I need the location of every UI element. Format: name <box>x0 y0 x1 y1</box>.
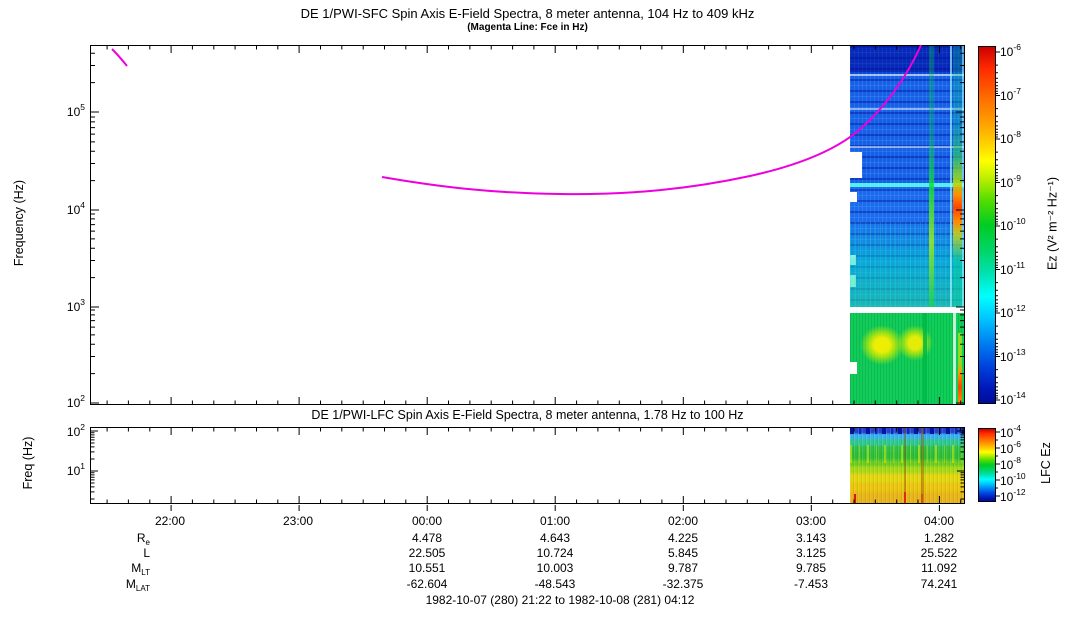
eph-mlat-0100: -48.543 <box>534 577 576 591</box>
sfc-cbtick-8: 10-14 <box>1000 390 1026 407</box>
eph-re-0100: 4.643 <box>539 531 571 545</box>
sfc-cbtick-3: 10-9 <box>1000 172 1021 190</box>
sfc-colorbar-label: Ez (V² m⁻² Hz⁻¹) <box>1045 176 1060 271</box>
lfc-ytick-1e1: 101 <box>66 461 85 478</box>
eph-mlat-0000: -62.604 <box>406 577 448 591</box>
sfc-ytick-1e4: 104 <box>66 200 85 217</box>
sfc-ytick-1e2: 102 <box>66 393 85 410</box>
lfc-cbtick-4: 10-12 <box>1000 487 1026 504</box>
eph-l-0000: 22.505 <box>408 546 446 560</box>
lfc-colorbar <box>978 428 996 502</box>
ephemeris-label-mlat: MLAT <box>125 577 150 593</box>
eph-l-0100: 10.724 <box>536 546 574 560</box>
eph-re-0000: 4.478 <box>411 531 443 545</box>
sfc-ytick-1e5: 105 <box>66 102 85 119</box>
eph-mlt-0200: 9.787 <box>667 561 699 575</box>
eph-mlat-0200: -32.375 <box>662 577 704 591</box>
eph-re-0400: 1.282 <box>923 531 955 545</box>
eph-mlat-0300: -7.453 <box>793 577 829 591</box>
ephemeris-label-mlt: MLT <box>131 561 150 577</box>
sfc-ytick-1e3: 103 <box>66 297 85 314</box>
time-label-0000: 00:00 <box>411 514 443 528</box>
sfc-cbtick-0: 10-6 <box>1000 42 1021 59</box>
eph-mlat-0400: 74.241 <box>920 577 958 591</box>
sfc-y-axis-label: Frequency (Hz) <box>12 179 26 267</box>
time-label-0400: 04:00 <box>923 514 955 528</box>
sfc-title: DE 1/PWI-SFC Spin Axis E-Field Spectra, … <box>300 6 755 21</box>
lfc-ytick-1e2: 102 <box>66 422 85 439</box>
sfc-panel-frame <box>90 45 965 405</box>
time-label-2300: 23:00 <box>282 514 314 528</box>
sfc-cbtick-7: 10-13 <box>1000 346 1026 364</box>
eph-mlt-0400: 11.092 <box>921 561 957 575</box>
date-range-footer: 1982-10-07 (280) 21:22 to 1982-10-08 (28… <box>425 593 695 607</box>
lfc-cbtick-2: 10-8 <box>1000 455 1021 472</box>
sfc-colorbar <box>978 46 996 404</box>
sfc-cbtick-1: 10-7 <box>1000 85 1021 103</box>
sfc-subtitle: (Magenta Line: Fce in Hz) <box>467 22 588 33</box>
time-label-0100: 01:00 <box>539 514 571 528</box>
eph-re-0300: 3.143 <box>795 531 827 545</box>
sfc-cbtick-4: 10-10 <box>1000 216 1026 233</box>
lfc-cbtick-1: 10-6 <box>1000 439 1021 456</box>
eph-l-0200: 5.845 <box>667 546 699 560</box>
lfc-cbtick-0: 10-4 <box>1000 423 1021 440</box>
eph-mlt-0100: 10.003 <box>536 561 574 575</box>
sfc-cbtick-6: 10-12 <box>1000 303 1026 320</box>
lfc-title: DE 1/PWI-LFC Spin Axis E-Field Spectra, … <box>311 408 744 422</box>
eph-mlt-0300: 9.785 <box>795 561 827 575</box>
lfc-panel-frame <box>90 427 965 504</box>
time-label-0300: 03:00 <box>795 514 827 528</box>
eph-l-0300: 3.125 <box>795 546 827 560</box>
sfc-cbtick-2: 10-8 <box>1000 129 1021 146</box>
lfc-cbtick-3: 10-10 <box>1000 471 1026 488</box>
sfc-cbtick-5: 10-11 <box>1000 259 1026 277</box>
time-label-0200: 02:00 <box>667 514 699 528</box>
eph-re-0200: 4.225 <box>667 531 699 545</box>
eph-l-0400: 25.522 <box>920 546 958 560</box>
time-label-2200: 22:00 <box>154 514 186 528</box>
eph-mlt-0000: 10.551 <box>408 561 446 575</box>
ephemeris-label-re: Re <box>136 531 150 547</box>
ephemeris-label-l: L <box>143 546 150 560</box>
